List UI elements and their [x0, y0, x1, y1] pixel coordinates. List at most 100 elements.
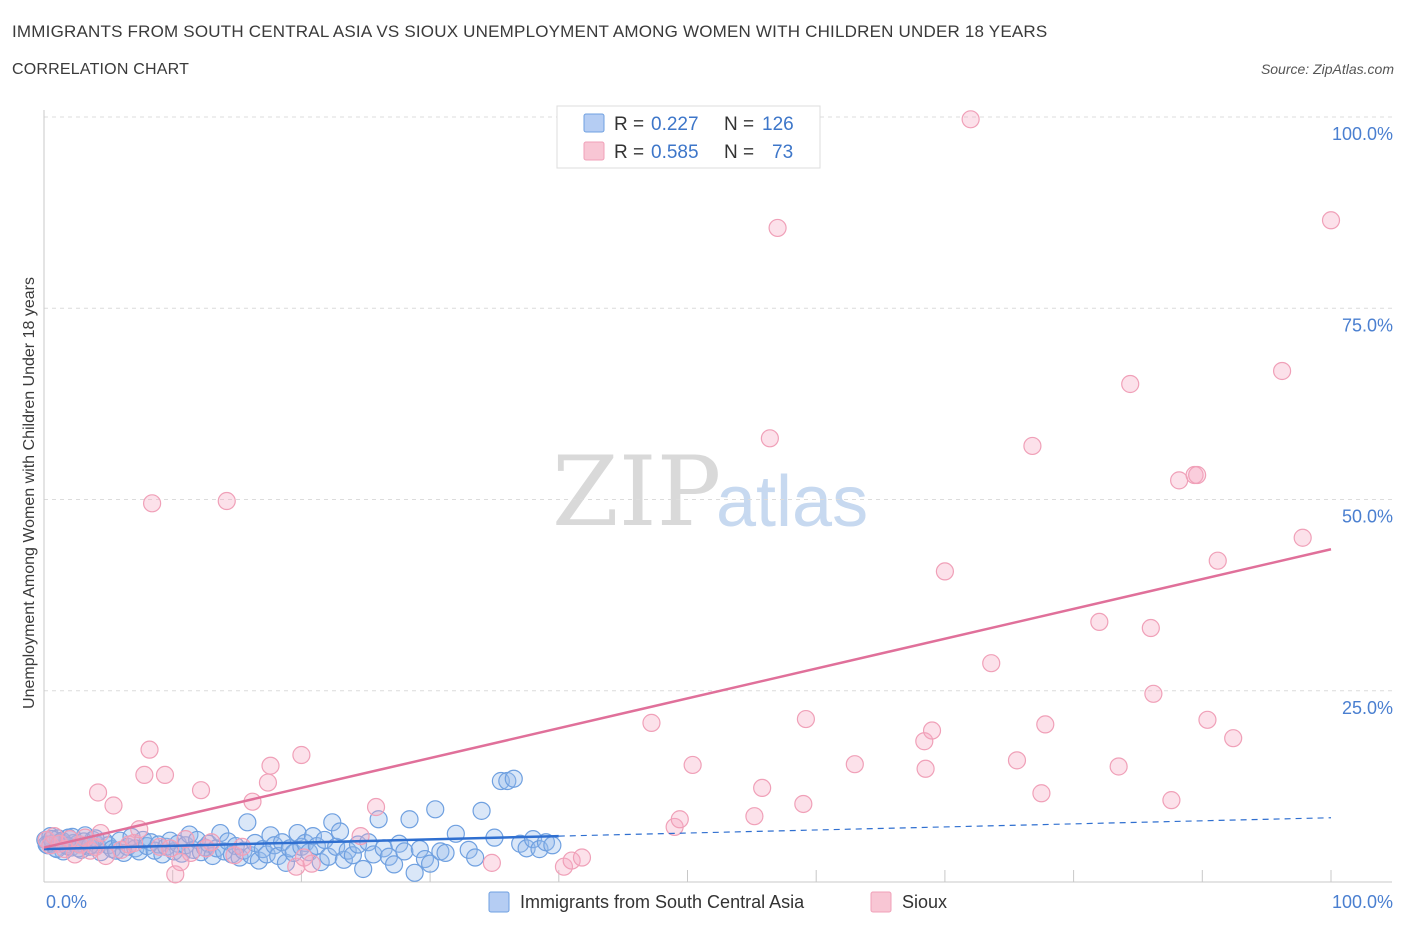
sioux-point-44: [482, 853, 501, 872]
immigrants-point-111: [517, 839, 536, 858]
sioux-point-43: [366, 797, 386, 817]
y-tick-label-25: 25.0%: [1342, 698, 1393, 718]
immigrants-point-80: [330, 822, 350, 841]
sioux-point-31: [202, 833, 221, 852]
bottom-legend-swatch-sioux: [870, 891, 892, 913]
sioux-point-47: [572, 848, 592, 867]
legend-r-value-0: 0.227: [651, 114, 699, 135]
immigrants-point-109: [504, 769, 523, 788]
sioux-point-13: [88, 783, 108, 802]
sioux-point-60: [916, 759, 935, 778]
sioux-point-81: [1272, 361, 1292, 381]
trend-lines: [43, 548, 1332, 851]
legend-n-label-1: N =: [724, 142, 754, 163]
sioux-point-68: [1036, 715, 1055, 734]
sioux-point-32: [217, 491, 236, 511]
sioux-point-27: [176, 830, 195, 849]
sioux-point-79: [1208, 551, 1227, 570]
gridlines: [44, 116, 1392, 692]
chart-subtitle: CORRELATION CHART: [12, 61, 190, 78]
sioux-point-58: [845, 755, 864, 774]
y-axis-title: Unemployment Among Women with Children U…: [21, 277, 38, 709]
axes: [43, 110, 1392, 883]
legend-swatch-sioux: [583, 141, 605, 161]
legend-r-label-0: R =: [614, 114, 644, 135]
immigrants-point-105: [472, 801, 491, 820]
immigrants-trend-line: [43, 834, 559, 851]
sioux-point-41: [302, 854, 321, 873]
sioux-point-50: [642, 713, 661, 732]
sioux-trend-line: [43, 548, 1332, 849]
sioux-point-24: [161, 839, 180, 858]
sioux-point-55: [768, 218, 787, 238]
y-tick-labels: 100.0% 75.0% 50.0% 25.0%: [1332, 124, 1393, 718]
watermark-atlas: atlas: [716, 462, 868, 542]
watermark-zip: ZIP: [552, 436, 721, 548]
immigrants-point-78: [323, 813, 342, 832]
sioux-point-34: [233, 837, 252, 856]
immigrants-point-56: [238, 813, 257, 832]
y-tick-label-100: 100.0%: [1332, 124, 1393, 144]
immigrants-point-85: [354, 859, 373, 879]
legend-r-value-1: 0.585: [651, 142, 699, 163]
bottom-legend-label-immigrants: Immigrants from South Central Asia: [520, 892, 805, 912]
sioux-point-52: [745, 807, 764, 826]
sioux-point-65: [1007, 751, 1027, 770]
immigrants-point-87: [364, 845, 383, 864]
sioux-point-14: [104, 796, 123, 815]
sioux-point-23: [155, 765, 175, 785]
sioux-point-77: [1188, 465, 1207, 485]
sioux-point-70: [1109, 757, 1128, 776]
immigrants-point-101: [436, 843, 455, 863]
sioux-point-66: [1023, 436, 1042, 456]
sioux-point-20: [140, 740, 159, 759]
sioux-point-21: [143, 494, 162, 513]
legend-r-label-1: R =: [614, 142, 644, 163]
x-ticks: [43, 870, 1332, 882]
bottom-legend-label-sioux: Sioux: [902, 892, 947, 912]
sioux-point-82: [1293, 528, 1312, 547]
immigrants-point-73: [303, 826, 323, 846]
immigrants-point-91: [384, 855, 404, 874]
immigrants-point-104: [466, 848, 485, 867]
sioux-point-46: [562, 851, 581, 870]
sioux-point-26: [171, 853, 190, 872]
sioux-point-73: [1144, 684, 1163, 703]
sioux-point-57: [796, 709, 816, 729]
sioux-point-69: [1090, 612, 1109, 632]
sioux-point-78: [1198, 710, 1217, 729]
sioux-point-67: [1032, 784, 1051, 803]
sioux-point-19: [135, 765, 154, 785]
immigrants-point-61: [257, 845, 276, 864]
watermark: ZIP atlas: [552, 436, 868, 548]
sioux-point-80: [1224, 729, 1243, 748]
sioux-point-37: [261, 756, 280, 775]
y-tick-label-50: 50.0%: [1342, 507, 1393, 527]
sioux-point-75: [1170, 471, 1189, 490]
immigrants-point-99: [426, 800, 445, 819]
legend-n-label-0: N =: [724, 114, 754, 135]
x-tick-label-min: 0.0%: [46, 892, 87, 912]
sioux-point-72: [1141, 618, 1160, 638]
legend-n-value-0: 126: [762, 114, 794, 135]
chart-title: IMMIGRANTS FROM SOUTH CENTRAL ASIA VS SI…: [12, 22, 1048, 41]
sioux-point-12: [96, 846, 115, 866]
sioux-point-63: [961, 110, 980, 129]
immigrants-point-83: [343, 846, 362, 865]
immigrants-point-115: [543, 836, 562, 855]
stats-legend: R = 0.227 N = 126 R = 0.585 N = 73: [556, 105, 821, 169]
sioux-point-51: [683, 755, 702, 775]
sioux-point-39: [292, 745, 311, 765]
x-tick-label-max: 100.0%: [1332, 892, 1393, 912]
immigrants-point-93: [395, 842, 414, 861]
series-legend: Immigrants from South Central Asia Sioux: [488, 891, 947, 913]
source-label: Source: ZipAtlas.com: [1260, 61, 1394, 77]
sioux-point-83: [1321, 211, 1341, 230]
sioux-point-54: [760, 429, 779, 448]
sioux-point-28: [181, 843, 200, 863]
legend-swatch-immigrants: [583, 113, 605, 133]
immigrants-point-66: [276, 853, 296, 872]
sioux-point-49: [670, 810, 689, 829]
sioux-point-56: [794, 794, 813, 814]
